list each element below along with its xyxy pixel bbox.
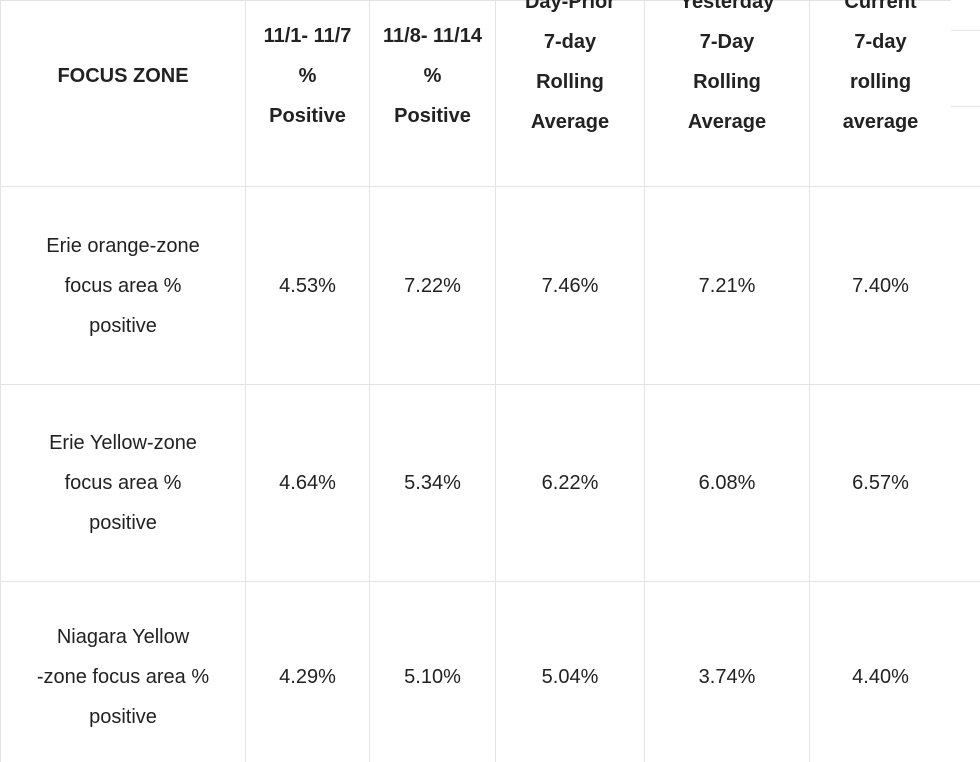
value-cell: 5.10% — [369, 581, 496, 762]
table-row: Erie Yellow-zone focus area % positive 4… — [0, 384, 952, 582]
value-cell: 5.34% — [369, 384, 496, 582]
zone-label-cell: Niagara Yellow -zone focus area % positi… — [0, 581, 246, 762]
value-cell: 7.22% — [369, 186, 496, 385]
value-cell: 3.74% — [644, 581, 810, 762]
table-row: Erie orange-zone focus area % positive 4… — [0, 186, 952, 385]
column-divider — [951, 30, 980, 31]
column-divider — [951, 384, 980, 385]
column-divider — [951, 581, 980, 582]
value-cell: 4.53% — [245, 186, 370, 385]
value-cell: 6.08% — [644, 384, 810, 582]
header-day-prior-rolling-average: Day-Prior 7-day Rolling Average — [495, 0, 645, 187]
header-focus-zone: FOCUS ZONE — [0, 0, 246, 187]
header-11-8-11-14-positive: 11/8- 11/14 % Positive — [369, 0, 496, 187]
zone-label-cell: Erie Yellow-zone focus area % positive — [0, 384, 246, 582]
zone-label-cell: Erie orange-zone focus area % positive — [0, 186, 246, 385]
header-11-1-11-7-positive: 11/1- 11/7 % Positive — [245, 0, 370, 187]
focus-zone-table: FOCUS ZONE 11/1- 11/7 % Positive 11/8- 1… — [0, 0, 952, 762]
value-cell: 4.40% — [809, 581, 952, 762]
value-cell: 7.46% — [495, 186, 645, 385]
header-yesterday-rolling-average: Yesterday 7-Day Rolling Average — [644, 0, 810, 187]
table-header-row: FOCUS ZONE 11/1- 11/7 % Positive 11/8- 1… — [0, 0, 952, 187]
value-cell: 4.64% — [245, 384, 370, 582]
header-current-rolling-average: Current 7-day rolling average — [809, 0, 952, 187]
value-cell: 4.29% — [245, 581, 370, 762]
clipped-next-column — [951, 0, 980, 762]
value-cell: 7.40% — [809, 186, 952, 385]
value-cell: 7.21% — [644, 186, 810, 385]
value-cell: 5.04% — [495, 581, 645, 762]
table-row: Niagara Yellow -zone focus area % positi… — [0, 581, 952, 762]
column-divider — [951, 106, 980, 107]
column-divider — [951, 186, 980, 187]
value-cell: 6.22% — [495, 384, 645, 582]
value-cell: 6.57% — [809, 384, 952, 582]
